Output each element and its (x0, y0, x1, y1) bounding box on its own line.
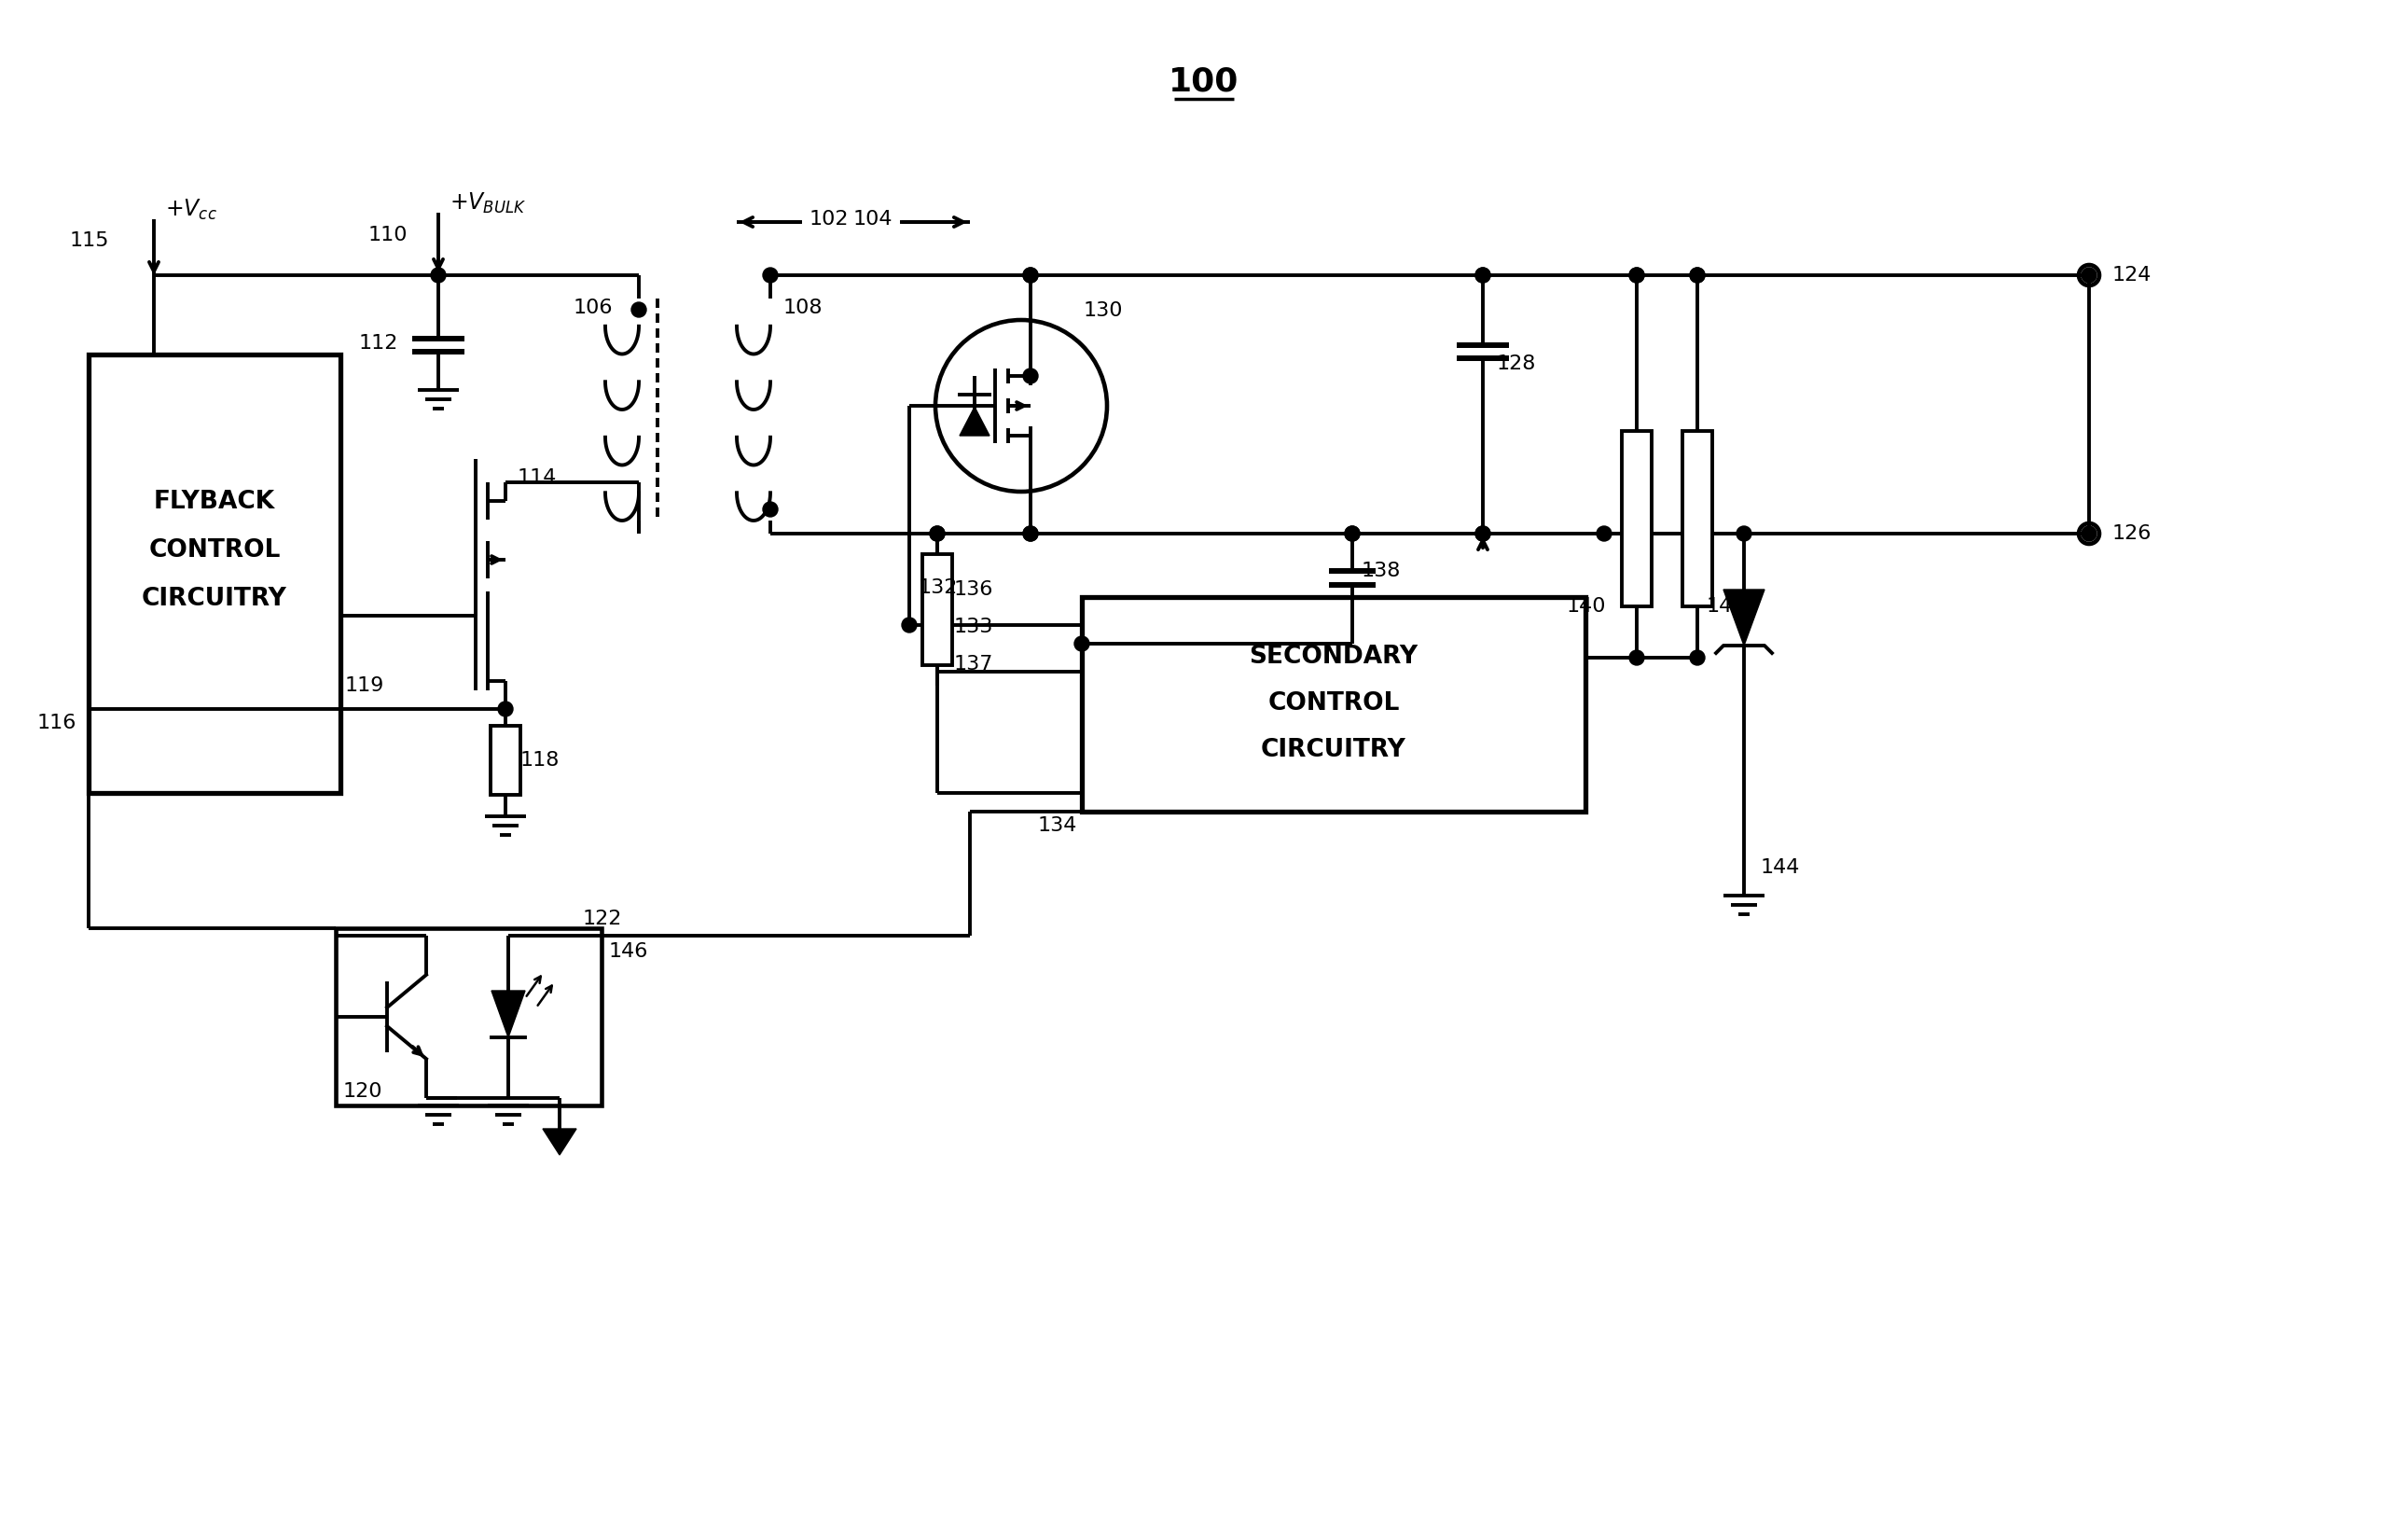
Text: 137: 137 (954, 654, 995, 674)
Text: 140: 140 (1568, 596, 1606, 616)
Text: 114: 114 (518, 468, 556, 486)
Text: 110: 110 (368, 226, 407, 245)
Circle shape (1344, 526, 1361, 541)
Circle shape (431, 268, 445, 283)
Circle shape (2081, 268, 2097, 283)
Text: 128: 128 (1498, 355, 1536, 373)
Circle shape (1023, 368, 1038, 384)
Text: CIRCUITRY: CIRCUITRY (142, 587, 287, 612)
Text: 136: 136 (954, 579, 995, 599)
Bar (335, 928, 602, 1105)
Circle shape (1690, 650, 1705, 665)
Text: 104: 104 (852, 209, 893, 228)
Text: 124: 124 (2112, 266, 2153, 284)
Polygon shape (542, 1128, 576, 1154)
Circle shape (2081, 526, 2097, 541)
Text: $+V_{cc}$: $+V_{cc}$ (166, 197, 217, 222)
Circle shape (1630, 268, 1645, 283)
Text: 112: 112 (359, 333, 400, 353)
Text: 146: 146 (609, 942, 648, 960)
Text: 118: 118 (520, 751, 561, 769)
Text: 116: 116 (36, 714, 77, 732)
Circle shape (1690, 268, 1705, 283)
Circle shape (631, 303, 645, 317)
Text: 144: 144 (1760, 858, 1801, 878)
Circle shape (1736, 526, 1751, 541)
Text: CIRCUITRY: CIRCUITRY (1262, 739, 1406, 761)
Bar (491, 726, 520, 795)
Bar (1623, 431, 1652, 607)
Circle shape (1344, 526, 1361, 541)
Text: 106: 106 (573, 298, 614, 317)
Polygon shape (491, 991, 525, 1037)
Bar (1683, 431, 1712, 607)
Circle shape (929, 526, 944, 541)
Circle shape (763, 268, 778, 283)
Circle shape (1023, 526, 1038, 541)
Text: 108: 108 (783, 298, 824, 317)
Circle shape (1476, 268, 1491, 283)
Text: 133: 133 (954, 618, 995, 636)
Text: 102: 102 (809, 209, 850, 228)
Circle shape (1630, 650, 1645, 665)
Bar (1081, 596, 1584, 812)
Polygon shape (1724, 590, 1765, 645)
Text: 119: 119 (344, 676, 385, 696)
Circle shape (1476, 526, 1491, 541)
Circle shape (1023, 268, 1038, 283)
Circle shape (1023, 268, 1038, 283)
Circle shape (763, 502, 778, 517)
Text: 122: 122 (583, 910, 621, 928)
Text: 134: 134 (1038, 816, 1076, 835)
Text: FLYBACK: FLYBACK (154, 489, 275, 514)
Circle shape (1476, 526, 1491, 541)
Text: 130: 130 (1084, 301, 1122, 320)
Circle shape (903, 618, 917, 633)
Circle shape (1630, 268, 1645, 283)
Bar (89, 355, 340, 794)
Text: 115: 115 (70, 231, 111, 251)
Text: 100: 100 (1168, 66, 1240, 98)
Text: $+V_{BULK}$: $+V_{BULK}$ (450, 191, 527, 216)
Text: 120: 120 (344, 1083, 383, 1101)
Text: 142: 142 (1707, 596, 1746, 616)
Text: 132: 132 (917, 578, 958, 596)
Circle shape (1690, 268, 1705, 283)
Polygon shape (961, 407, 990, 436)
Text: CONTROL: CONTROL (149, 538, 279, 563)
Circle shape (1597, 526, 1611, 541)
Circle shape (1476, 268, 1491, 283)
Circle shape (1074, 636, 1088, 651)
Circle shape (929, 526, 944, 541)
Circle shape (937, 321, 1105, 491)
Circle shape (1023, 526, 1038, 541)
Text: 126: 126 (2112, 524, 2153, 543)
Text: 138: 138 (1361, 561, 1401, 579)
Text: SECONDARY: SECONDARY (1250, 645, 1418, 668)
Circle shape (498, 702, 513, 717)
Bar (922, 553, 951, 665)
Text: CONTROL: CONTROL (1267, 691, 1399, 716)
